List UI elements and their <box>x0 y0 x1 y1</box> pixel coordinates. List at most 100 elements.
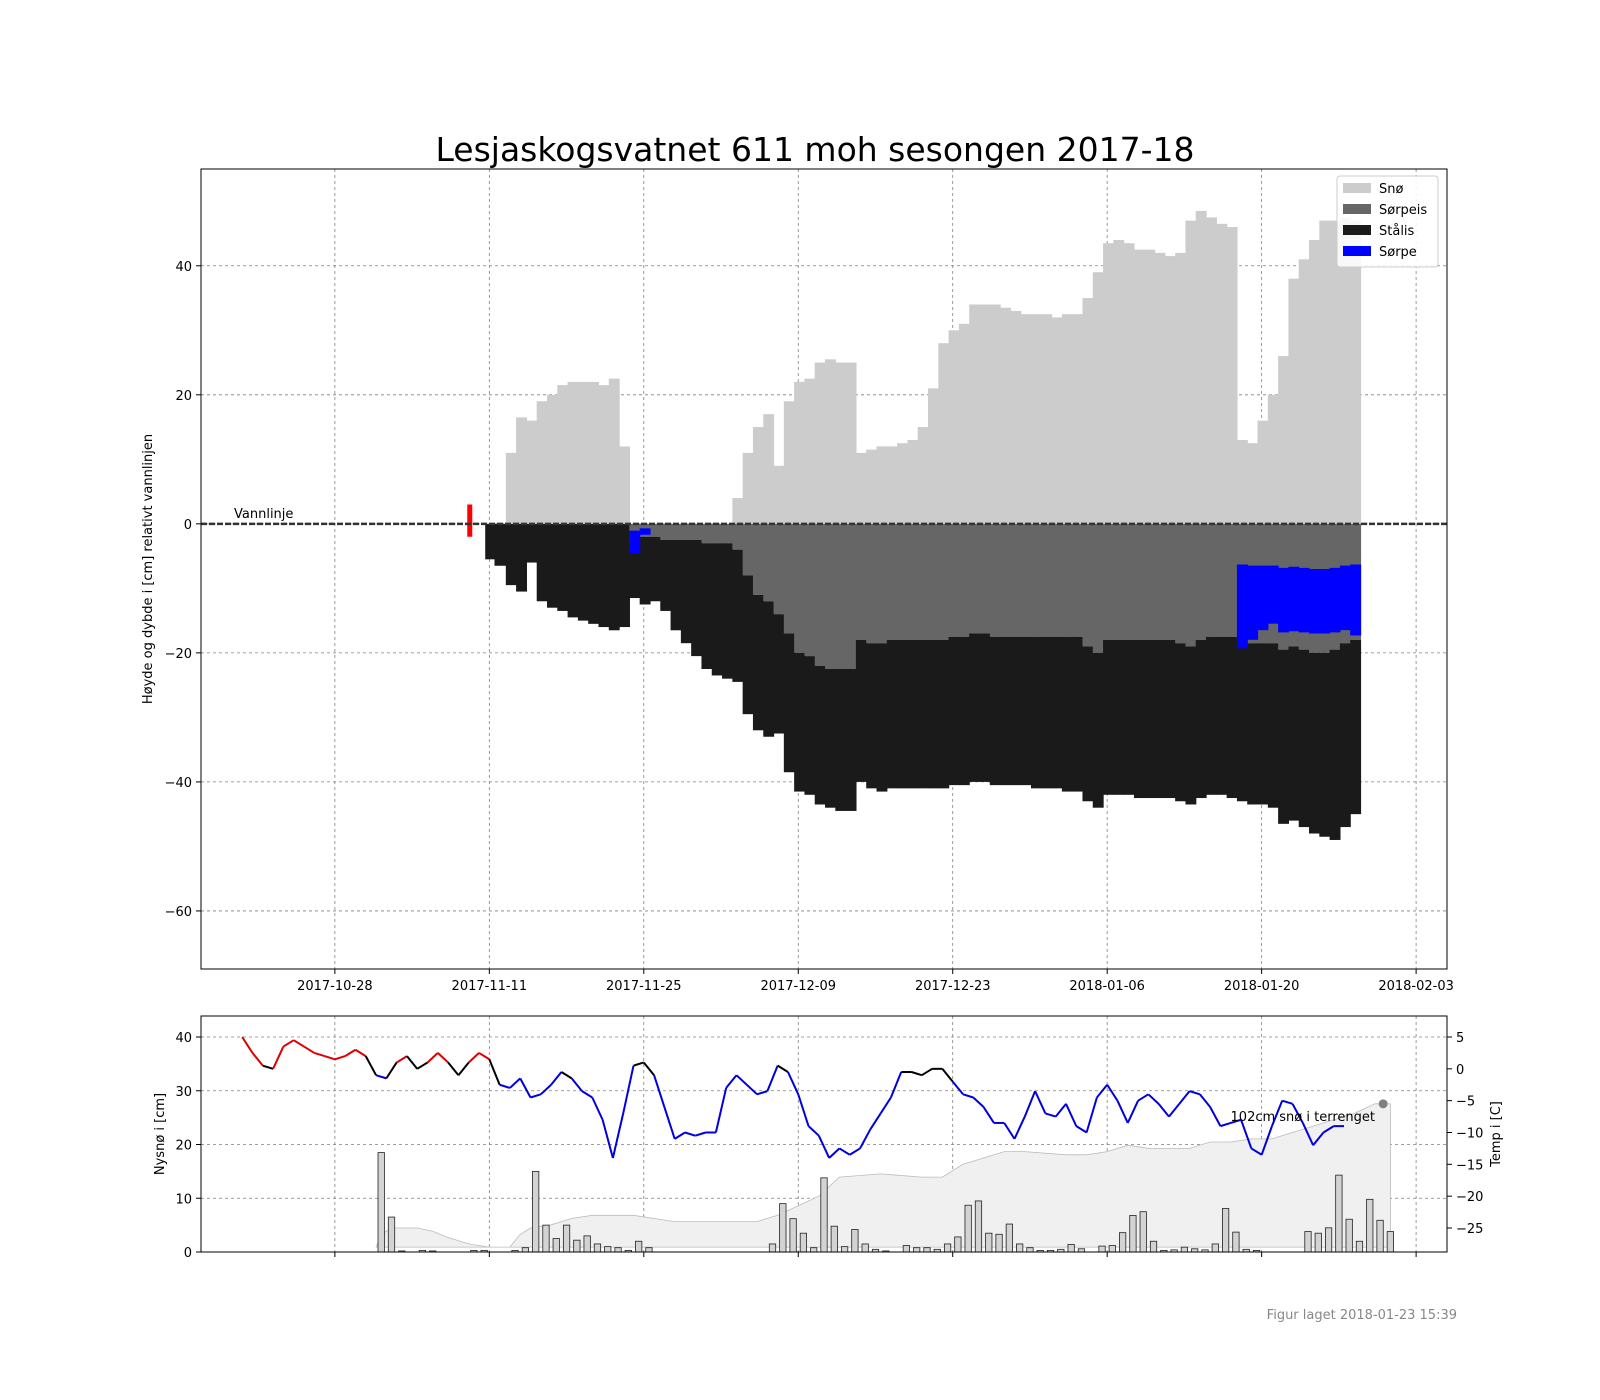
temperature-line-segment <box>1147 1093 1160 1105</box>
stalis-segment <box>546 523 558 608</box>
new-snow-bar <box>1335 1174 1343 1253</box>
temperature-line-segment <box>1023 1090 1037 1117</box>
new-snow-bar <box>614 1247 622 1253</box>
temp-tick-label: −25 <box>1456 1222 1483 1237</box>
stalis-segment <box>969 633 981 782</box>
stalis-segment <box>608 523 620 631</box>
stalis-segment <box>567 523 579 618</box>
sno-segment <box>1133 249 1145 524</box>
stalis-segment <box>1236 639 1248 802</box>
new-snow-bar <box>1005 1223 1013 1253</box>
temperature-line-segment <box>1096 1084 1108 1099</box>
temp-tick-label: −5 <box>1456 1095 1475 1110</box>
sno-segment <box>732 498 744 524</box>
sno-segment <box>794 381 806 524</box>
new-snow-bar <box>974 1200 983 1253</box>
sno-segment <box>1278 356 1290 524</box>
new-snow-bar <box>1386 1231 1394 1253</box>
stalis-segment <box>1247 643 1259 805</box>
temperature-line-segment <box>879 1096 892 1114</box>
temperature-line-segment <box>1291 1103 1304 1124</box>
temperature-line-segment <box>869 1112 882 1130</box>
x-tick-label: 2017-12-09 <box>760 979 836 994</box>
temp-tick-label: 0 <box>1456 1063 1464 1078</box>
stalis-segment <box>897 639 909 789</box>
sorpeis-segment <box>979 523 991 634</box>
new-snow-bar <box>810 1247 818 1253</box>
new-snow-bar <box>1376 1219 1384 1253</box>
temperature-line-segment <box>1209 1106 1222 1127</box>
temperature-line-segment <box>251 1052 264 1067</box>
sub-frame <box>200 1015 1448 1253</box>
sno-segment <box>546 394 558 524</box>
temperature-line-segment <box>344 1048 356 1057</box>
temperature-line-segment <box>324 1055 336 1061</box>
sno-segment <box>938 343 950 524</box>
sno-segment <box>1041 314 1053 524</box>
sorpeis-segment <box>814 523 826 666</box>
sno-segment <box>1020 314 1032 524</box>
stalis-segment <box>629 543 641 599</box>
x-tick-label: 2017-10-28 <box>297 979 373 994</box>
new-snow-bar <box>645 1247 653 1253</box>
sno-segment <box>742 452 754 524</box>
sno-segment <box>763 414 775 524</box>
stalis-segment <box>763 601 775 737</box>
new-snow-bar <box>1067 1244 1075 1253</box>
sorpeis-segment <box>825 523 836 669</box>
new-snow-bar <box>1108 1245 1116 1253</box>
new-snow-bar <box>1366 1198 1374 1253</box>
temperature-line-segment <box>601 1119 614 1159</box>
ice-profile-plot: Vannlinje −60 −40 −20 0 20 40 2017-10-28 2017-11… <box>141 168 1454 994</box>
stalis-segment <box>505 523 517 586</box>
stalis-segment <box>1103 639 1114 795</box>
stalis-segment <box>1020 636 1032 786</box>
stalis-segment <box>1154 639 1166 799</box>
new-snow-bar <box>521 1247 529 1253</box>
new-snow-bar <box>387 1216 396 1253</box>
temperature-line-segment <box>1065 1103 1078 1127</box>
new-snow-bar <box>995 1233 1003 1253</box>
temperature-line-segment <box>540 1084 552 1096</box>
sno-segment <box>1154 252 1166 524</box>
stalis-segment <box>526 523 538 563</box>
sorpeis-segment <box>1123 523 1135 640</box>
sno-segment <box>948 330 960 524</box>
sorpeis-segment <box>907 523 919 640</box>
temperature-line-segment <box>756 1090 768 1096</box>
stalis-segment <box>1000 636 1011 786</box>
stalis-segment <box>989 636 1001 786</box>
temperature-line-segment <box>622 1065 635 1114</box>
y-tick-label: 0 <box>184 518 192 533</box>
temperature-line-segment <box>859 1128 872 1149</box>
sno-segment <box>1319 220 1331 524</box>
sno-segment <box>1000 307 1011 524</box>
sorpeis-segment <box>711 523 723 544</box>
new-snow-bar <box>1314 1232 1322 1253</box>
sno-segment <box>886 446 898 524</box>
sorpeis-segment <box>855 523 867 640</box>
sorpe-segment <box>639 528 651 535</box>
temperature-line-segment <box>911 1071 923 1077</box>
temperature-line-segment <box>633 1061 645 1067</box>
temperature-line-segment <box>447 1061 460 1076</box>
stalis-segment <box>1216 636 1228 795</box>
temperature-line-segment <box>674 1131 686 1140</box>
stalis-segment <box>516 523 528 592</box>
new-snow-bar <box>583 1235 591 1253</box>
stalis-segment <box>691 539 703 657</box>
stalis-segment <box>1133 639 1145 799</box>
temperature-line-segment <box>375 1074 387 1080</box>
legend-label: Stålis <box>1379 224 1415 239</box>
new-snow-bar <box>1129 1215 1137 1253</box>
new-snow-bar <box>964 1204 972 1253</box>
stalis-segment <box>485 523 496 560</box>
new-snow-bar <box>573 1239 581 1253</box>
new-snow-bar <box>562 1224 571 1253</box>
sorpeis-segment <box>773 523 785 615</box>
temperature-line-segment <box>1157 1103 1170 1118</box>
sorpeis-segment <box>752 523 764 595</box>
stalis-segment <box>742 575 754 715</box>
temp-tick-label: −15 <box>1456 1158 1483 1173</box>
